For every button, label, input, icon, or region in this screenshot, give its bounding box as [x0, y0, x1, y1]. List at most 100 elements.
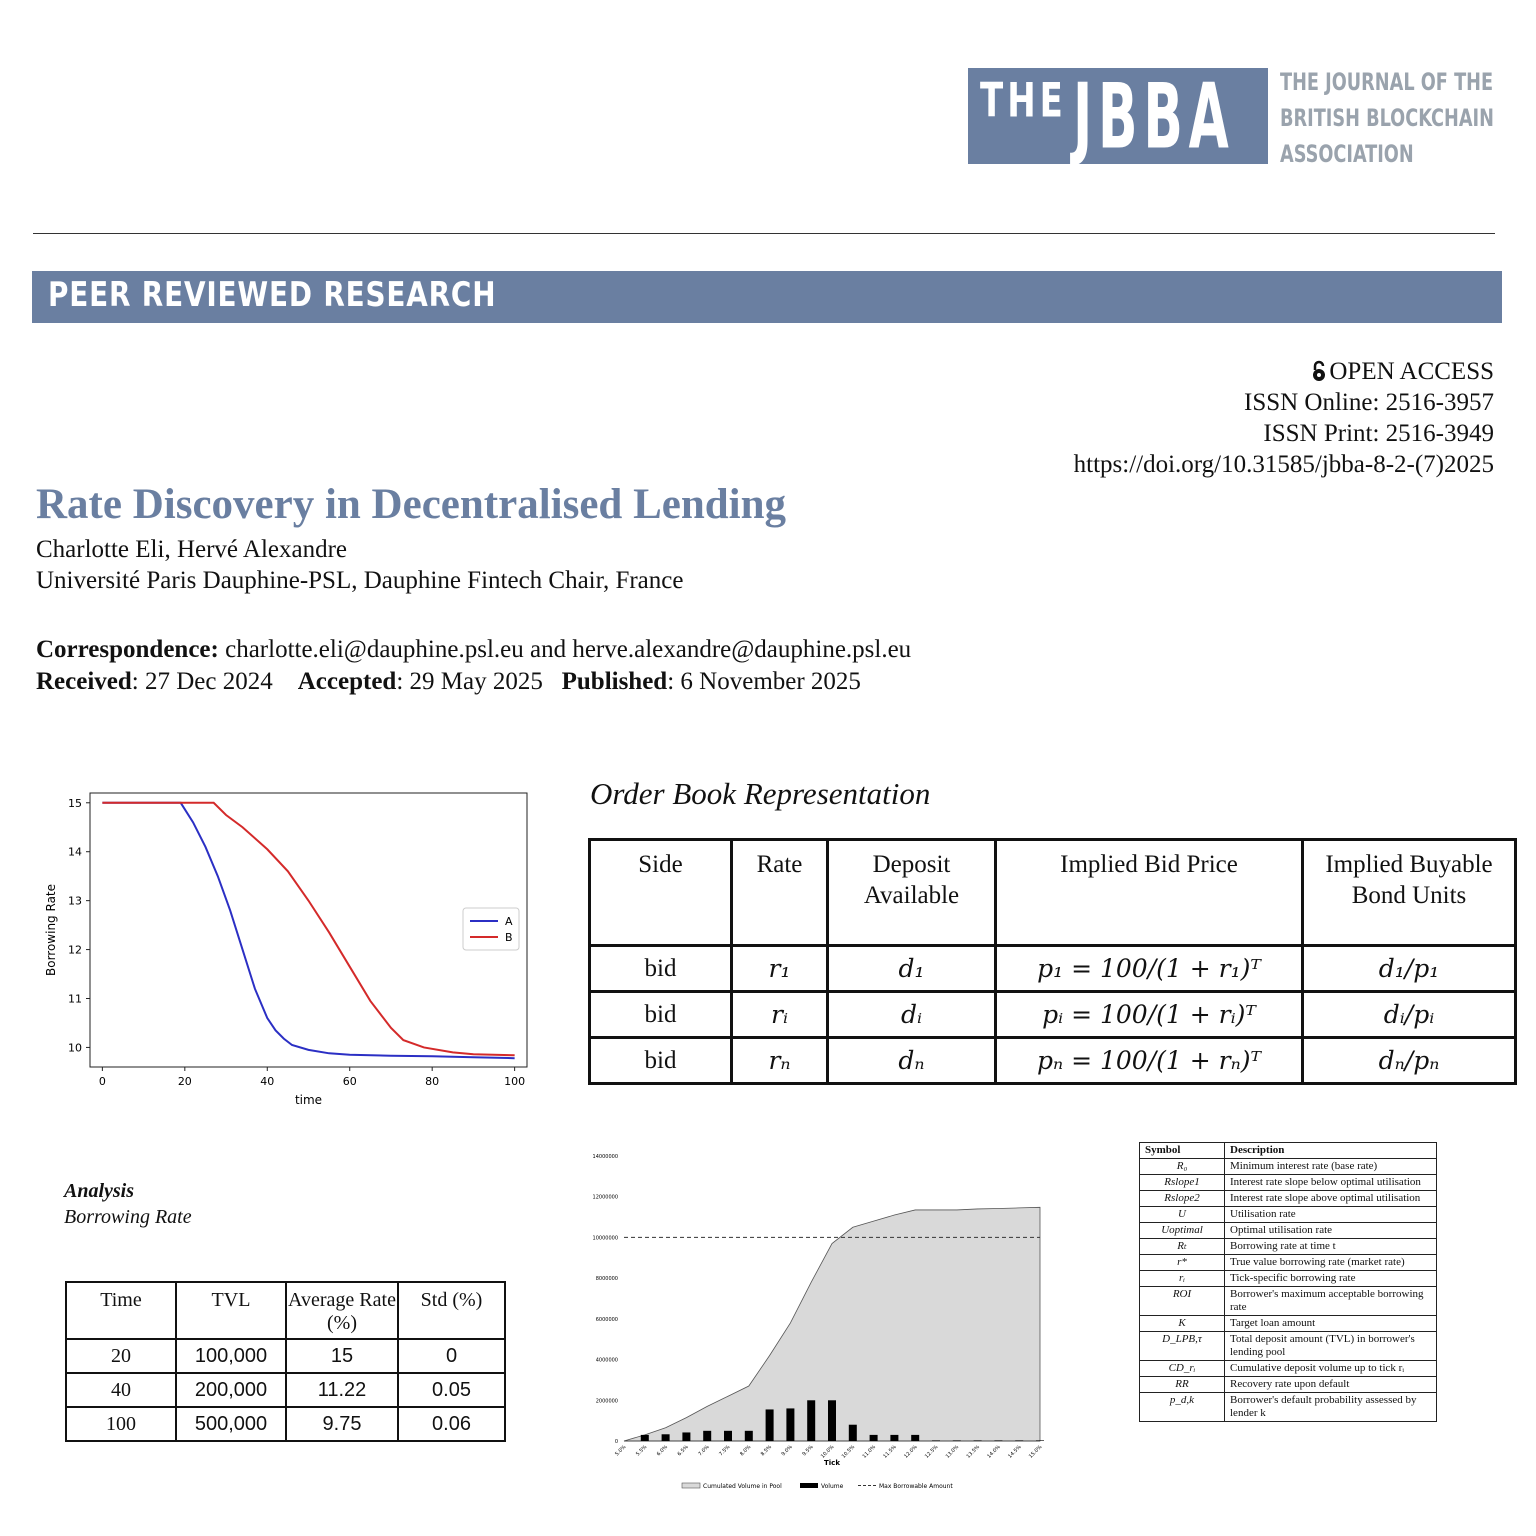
paper-affiliation: Université Paris Dauphine-PSL, Dauphine … [36, 567, 684, 594]
symbol-cell: K [1139, 1315, 1225, 1332]
x-tick-label: 13.0% [945, 1444, 961, 1460]
description-cell: Interest rate slope above optimal utilis… [1224, 1190, 1437, 1207]
volume-bar [703, 1430, 712, 1441]
y-tick-label: 0 [615, 1439, 618, 1445]
description-cell: Minimum interest rate (base rate) [1224, 1158, 1437, 1175]
description-cell: Cumulative deposit volume up to tick rᵢ [1224, 1360, 1437, 1377]
logo-subtitle: THE JOURNAL OF THE BRITISH BLOCKCHAIN AS… [1280, 64, 1494, 172]
table-cell: 20 [65, 1338, 177, 1374]
logo-jbba: JBBA [1072, 63, 1235, 169]
table-cell: rₙ [730, 1036, 829, 1085]
table-header: Time [65, 1281, 177, 1340]
y-tick-label: 4000000 [596, 1358, 618, 1364]
volume-bar [765, 1409, 774, 1441]
table-row: CD_rᵢ Cumulative deposit volume up to tic… [1139, 1360, 1437, 1377]
symbol-cell: Rₜ [1139, 1238, 1225, 1255]
volume-bar [952, 1440, 961, 1441]
symbol-cell: D_LPB,τ [1139, 1331, 1225, 1361]
symbol-cell: R₀ [1139, 1158, 1225, 1175]
table-cell: 0.06 [397, 1406, 506, 1442]
table-row: p_d,k Borrower's default probability asse… [1139, 1392, 1437, 1422]
description-cell: Optimal utilisation rate [1224, 1222, 1437, 1239]
logo-the: THE [980, 73, 1067, 129]
description-cell: Total deposit amount (TVL) in borrower's… [1224, 1331, 1437, 1361]
legend-box [462, 907, 520, 951]
logo-subtitle-line: BRITISH BLOCKCHAIN [1280, 104, 1494, 132]
x-tick-label: 13.5% [966, 1444, 982, 1460]
x-tick-label: 12.5% [924, 1444, 940, 1460]
y-axis-label: Borrowing Rate [44, 884, 58, 976]
table-cell: dₙ/pₙ [1301, 1036, 1517, 1085]
table-cell: r₁ [730, 944, 829, 993]
volume-bar [994, 1440, 1003, 1441]
order-book-table: Side Rate Deposit Available Implied Bid … [588, 838, 1517, 1085]
x-tick-label: 14.5% [1007, 1444, 1023, 1460]
table-header: Side [588, 838, 733, 947]
x-tick-label: 12.0% [903, 1444, 919, 1460]
x-tick-label: 0 [99, 1075, 106, 1088]
table-row: r* True value borrowing rate (market rate… [1139, 1254, 1437, 1271]
table-cell: bid [588, 990, 733, 1039]
table-row: bid rₙ dₙ pₙ = 100/(1 + rₙ)ᵀ dₙ/pₙ [588, 1036, 1517, 1085]
dates-line: Received: 27 Dec 2024 Accepted: 29 May 2… [36, 668, 861, 696]
table-cell: p₁ = 100/(1 + r₁)ᵀ [994, 944, 1304, 993]
header-divider [33, 233, 1495, 234]
table-row: K Target loan amount [1139, 1315, 1437, 1332]
volume-bar [869, 1434, 878, 1441]
paper-title: Rate Discovery in Decentralised Lending [36, 481, 787, 528]
table-header: Symbol [1139, 1142, 1225, 1159]
borrowing-rate-chart: 0 20 40 60 80 100 10 11 12 13 14 15 time Borrowing Ra… [44, 792, 528, 1107]
legend-swatch [800, 1483, 818, 1488]
table-row: R₀ Minimum interest rate (base rate) [1139, 1158, 1437, 1175]
x-tick-label: 9.0% [781, 1444, 794, 1457]
x-tick-label: 10.5% [841, 1444, 857, 1460]
volume-bar [786, 1408, 795, 1441]
doi-link[interactable]: https://doi.org/10.31585/jbba-8-2-(7)202… [1073, 451, 1494, 478]
legend-label: B [505, 931, 513, 944]
x-tick-label: 10.0% [820, 1444, 836, 1460]
table-cell: pᵢ = 100/(1 + rᵢ)ᵀ [994, 990, 1304, 1039]
x-tick-label: 5.5% [635, 1444, 648, 1457]
x-tick-label: 6.5% [677, 1444, 690, 1457]
table-row: bid r₁ d₁ p₁ = 100/(1 + r₁)ᵀ d₁/p₁ [588, 944, 1517, 993]
series-line-A [102, 801, 515, 1060]
y-tick-label: 13 [68, 895, 82, 908]
volume-bar [848, 1424, 857, 1441]
table-row: ROI Borrower's maximum acceptable borrowi… [1139, 1286, 1437, 1316]
issn-online: ISSN Online: 2516-3957 [1244, 389, 1494, 416]
x-tick-label: 14.0% [986, 1444, 1002, 1460]
volume-bar [640, 1434, 649, 1441]
volume-bar [744, 1430, 753, 1441]
x-tick-label: 5.0% [614, 1444, 627, 1457]
table-cell: bid [588, 1036, 733, 1085]
table-cell: 0 [397, 1338, 506, 1374]
description-cell: Utilisation rate [1224, 1206, 1437, 1223]
table-row: Rslope2 Interest rate slope above optimal… [1139, 1190, 1437, 1207]
table-row: U Utilisation rate [1139, 1206, 1437, 1223]
table-cell: dₙ [826, 1036, 997, 1085]
correspondence-emails[interactable]: charlotte.eli@dauphine.psl.eu and herve.… [225, 636, 912, 663]
volume-bar [911, 1434, 920, 1441]
table-cell: dᵢ [826, 990, 997, 1039]
accepted-label: Accepted [297, 668, 397, 695]
table-cell: dᵢ/pᵢ [1301, 990, 1517, 1039]
description-cell: Borrower's default probability assessed … [1224, 1392, 1437, 1422]
open-access-line: OPEN ACCESS [1074, 356, 1494, 387]
symbol-cell: ROI [1139, 1286, 1225, 1316]
symbol-cell: Uoptimal [1139, 1222, 1225, 1239]
symbol-cell: CD_rᵢ [1139, 1360, 1225, 1377]
description-cell: Borrower's maximum acceptable borrowing … [1224, 1286, 1437, 1316]
table-cell: d₁/p₁ [1301, 944, 1517, 993]
volume-bar [724, 1430, 732, 1441]
legend-label: A [505, 915, 513, 928]
y-tick-label: 10 [68, 1041, 82, 1054]
table-cell: 40 [65, 1372, 177, 1408]
table-row: Rₜ Borrowing rate at time t [1139, 1238, 1437, 1255]
y-tick-label: 14 [68, 846, 82, 859]
volume-bar [932, 1440, 940, 1441]
table-header: Description [1224, 1142, 1437, 1159]
analysis-subtitle: Borrowing Rate [64, 1206, 192, 1228]
publication-meta: OPEN ACCESS ISSN Online: 2516-3957 ISSN … [1074, 356, 1494, 480]
y-tick-label: 6000000 [596, 1317, 618, 1323]
open-access-label: OPEN ACCESS [1329, 358, 1494, 385]
